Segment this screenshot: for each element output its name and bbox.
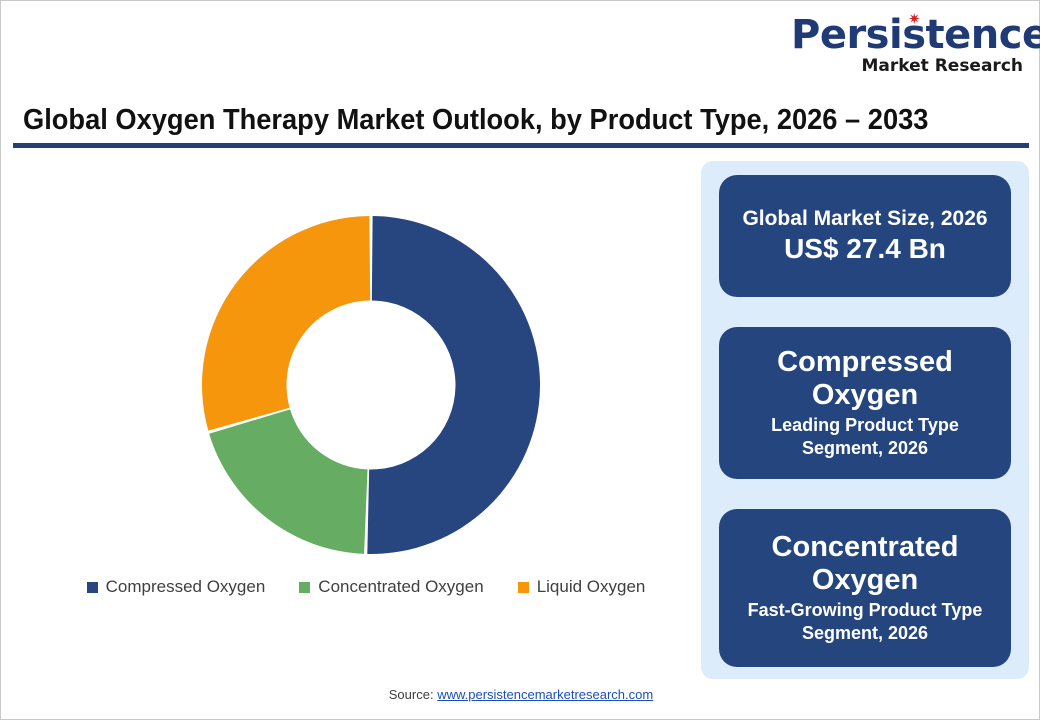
legend-swatch-compressed-oxygen xyxy=(86,581,98,593)
legend-item-liquid-oxygen[interactable]: Liquid Oxygen xyxy=(517,577,646,597)
legend-swatch-liquid-oxygen xyxy=(517,581,529,593)
brand-tagline: Market Research xyxy=(861,56,1024,76)
donut-slice-compressed-oxygen[interactable] xyxy=(367,216,541,554)
donut-chart: Compressed Oxygen Concentrated Oxygen Li… xyxy=(13,153,693,623)
legend-label-concentrated-oxygen: Concentrated Oxygen xyxy=(318,577,484,596)
donut-slice-concentrated-oxygen[interactable] xyxy=(209,409,368,554)
market-size-value: US$ 27.4 Bn xyxy=(784,232,946,264)
leading-segment-name-line2: Oxygen xyxy=(811,379,919,412)
highlight-card-market-size: Global Market Size, 2026 US$ 27.4 Bn xyxy=(719,175,1011,297)
legend-label-liquid-oxygen: Liquid Oxygen xyxy=(536,577,646,596)
fastest-segment-caption-line2: Segment, 2026 xyxy=(801,623,929,644)
leading-segment-caption-line2: Segment, 2026 xyxy=(801,438,929,459)
brand-name: Persistence ✷ xyxy=(791,10,1040,56)
source-link[interactable]: www.persistencemarketresearch.com xyxy=(437,687,654,702)
brand-logo: Persistence ✷ Market Research xyxy=(791,10,1040,76)
star-icon: ✷ xyxy=(908,10,921,28)
source-line: Source: www.persistencemarketresearch.co… xyxy=(1,687,1040,702)
chart-legend: Compressed Oxygen Concentrated Oxygen Li… xyxy=(41,577,691,597)
highlight-card-leading-segment: Compressed Oxygen Leading Product Type S… xyxy=(719,327,1011,479)
fastest-segment-name-line2: Oxygen xyxy=(811,564,919,597)
donut-chart-svg xyxy=(202,216,541,554)
legend-item-compressed-oxygen[interactable]: Compressed Oxygen xyxy=(86,577,266,597)
leading-segment-name-line1: Compressed xyxy=(777,346,953,379)
donut-chart-canvas xyxy=(13,153,693,554)
legend-label-compressed-oxygen: Compressed Oxygen xyxy=(105,577,266,596)
brand-name-text: Persistence xyxy=(791,12,1040,58)
legend-item-concentrated-oxygen[interactable]: Concentrated Oxygen xyxy=(299,577,484,597)
highlights-panel: Global Market Size, 2026 US$ 27.4 Bn Com… xyxy=(701,161,1029,679)
leading-segment-caption-line1: Leading Product Type xyxy=(771,414,959,435)
legend-swatch-concentrated-oxygen xyxy=(299,581,311,593)
source-prefix: Source: xyxy=(388,687,438,702)
donut-slices xyxy=(202,216,541,554)
donut-slice-liquid-oxygen[interactable] xyxy=(202,216,371,431)
fastest-segment-caption-line1: Fast-Growing Product Type xyxy=(747,599,983,620)
page-title: Global Oxygen Therapy Market Outlook, by… xyxy=(23,104,929,136)
title-divider xyxy=(13,143,1029,148)
fastest-segment-name-line1: Concentrated xyxy=(771,531,959,564)
market-size-label: Global Market Size, 2026 xyxy=(742,206,988,230)
highlight-card-fastest-growing-segment: Concentrated Oxygen Fast-Growing Product… xyxy=(719,509,1011,667)
